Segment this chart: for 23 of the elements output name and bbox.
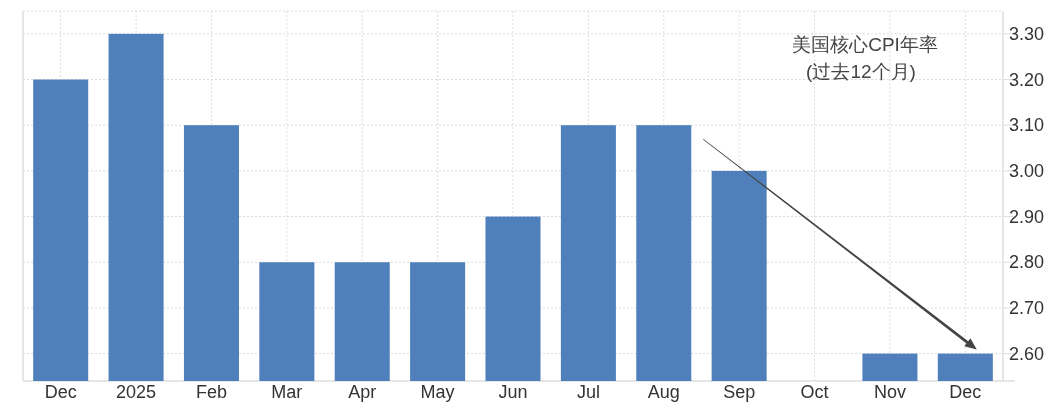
- x-tick-label: Aug: [647, 382, 680, 402]
- x-tick-label: Jul: [576, 382, 600, 402]
- x-tick-label: Mar: [271, 382, 303, 402]
- x-tick-label: Dec: [949, 382, 982, 402]
- y-tick-label: 2.60: [1009, 343, 1045, 364]
- y-tick-label: 3.20: [1009, 69, 1045, 90]
- title: 美国核心CPI年率: [792, 34, 938, 55]
- y-tick-label: 2.70: [1009, 297, 1045, 318]
- y-tick-label: 3.30: [1009, 23, 1045, 44]
- x-tick-label: Nov: [873, 382, 906, 402]
- x-tick-label: Apr: [348, 382, 377, 402]
- x-tick-label: May: [420, 382, 455, 402]
- y-tick-label: 3.00: [1009, 160, 1045, 181]
- subtitle: (过去12个月): [806, 61, 916, 82]
- x-tick-label: Oct: [800, 382, 829, 402]
- x-tick-label: Feb: [195, 382, 227, 402]
- y-tick-label: 2.80: [1009, 252, 1045, 273]
- x-tick-label: Sep: [723, 382, 756, 402]
- y-tick-label: 2.90: [1009, 206, 1045, 227]
- x-tick-label: Jun: [498, 382, 528, 402]
- y-tick-label: 3.10: [1009, 115, 1045, 136]
- x-tick-label: 2025: [116, 382, 157, 402]
- x-tick-label: Dec: [44, 382, 77, 402]
